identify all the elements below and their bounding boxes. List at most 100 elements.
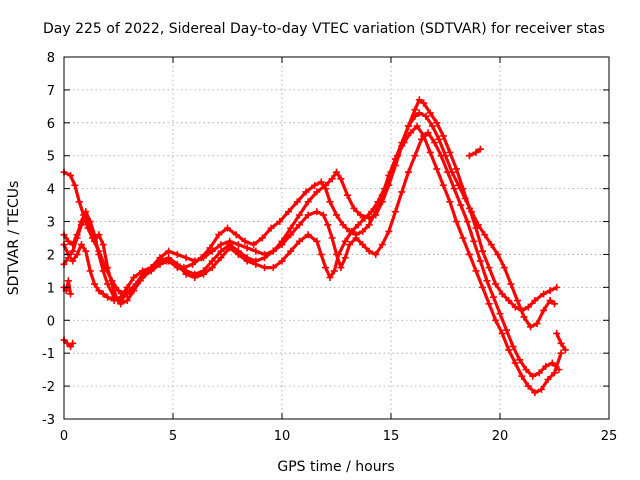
data-point [147, 264, 155, 272]
data-point [261, 264, 269, 272]
data-point [551, 369, 558, 377]
data-point [191, 273, 199, 281]
data-point [326, 273, 334, 281]
data-point [411, 106, 419, 114]
data-point [479, 247, 487, 255]
data-point [354, 221, 362, 229]
data-point [295, 211, 303, 219]
data-point [505, 346, 513, 354]
data-point [317, 250, 325, 258]
data-point [346, 241, 354, 249]
data-point [182, 270, 190, 278]
y-tick-label: 1 [47, 281, 55, 296]
data-point [472, 267, 480, 275]
data-point [95, 231, 103, 239]
x-tick-label: 0 [60, 429, 68, 444]
data-point [426, 148, 434, 156]
data-point [217, 241, 225, 249]
series-line [62, 111, 557, 329]
data-point [372, 250, 380, 258]
data-point [385, 227, 393, 235]
data-point [531, 297, 539, 305]
data-point [269, 247, 277, 255]
data-point [326, 198, 334, 206]
series-line [62, 338, 75, 349]
data-point [200, 270, 208, 278]
data-point [533, 320, 541, 328]
data-point [424, 129, 432, 137]
data-point [258, 234, 266, 242]
data-point [444, 168, 452, 176]
data-point [465, 152, 473, 160]
data-point [91, 237, 99, 245]
data-point [529, 372, 537, 380]
data-point [69, 257, 77, 265]
data-point [365, 221, 373, 229]
data-point [367, 208, 375, 216]
data-point [520, 313, 528, 321]
data-point [516, 356, 524, 364]
data-point [287, 224, 295, 232]
data-point [428, 122, 436, 130]
data-point [350, 204, 358, 212]
data-point [95, 250, 103, 258]
data-point [99, 267, 107, 275]
data-point [328, 234, 336, 242]
data-point [95, 287, 103, 295]
data-point [548, 359, 556, 367]
data-point [189, 260, 197, 268]
data-point [511, 359, 519, 367]
data-point [531, 389, 539, 397]
data-point [82, 247, 90, 255]
data-point [461, 195, 469, 203]
data-point [67, 290, 75, 298]
data-point [269, 264, 277, 272]
data-point [387, 168, 395, 176]
series-track-4 [60, 122, 565, 397]
data-point [398, 188, 406, 196]
data-point [455, 181, 463, 189]
data-point [404, 168, 412, 176]
data-point [557, 339, 565, 347]
data-point [250, 241, 258, 249]
data-point [304, 231, 312, 239]
data-point [138, 267, 146, 275]
data-point [476, 257, 484, 265]
data-point [415, 109, 423, 117]
data-point [156, 257, 164, 265]
data-point [108, 280, 116, 288]
data-point [287, 231, 295, 239]
data-point [433, 165, 441, 173]
data-point [535, 369, 543, 377]
data-point [494, 250, 502, 258]
data-point [73, 250, 81, 258]
data-point [546, 287, 554, 295]
data-point [527, 323, 535, 331]
data-point [173, 250, 181, 258]
data-point [356, 211, 364, 219]
data-point [99, 241, 107, 249]
y-tick-label: -2 [42, 380, 55, 395]
data-point [380, 185, 388, 193]
data-point [439, 181, 447, 189]
data-point [123, 283, 131, 291]
data-point [333, 168, 340, 176]
x-tick-label: 25 [601, 429, 618, 444]
data-point [69, 247, 77, 255]
x-tick-label: 5 [169, 429, 177, 444]
data-point [165, 254, 173, 262]
data-point [503, 326, 511, 334]
data-point [407, 129, 415, 137]
plot-frame [63, 56, 610, 420]
data-point [359, 241, 367, 249]
data-point [433, 119, 441, 127]
x-tick-label: 20 [492, 429, 509, 444]
series-track-2 [60, 109, 558, 331]
data-point [234, 250, 242, 258]
data-point [431, 139, 439, 147]
data-point [130, 283, 138, 291]
data-point [557, 349, 565, 357]
data-point [420, 99, 428, 107]
y-axis-label: SDTVAR / TECUs [6, 181, 22, 296]
